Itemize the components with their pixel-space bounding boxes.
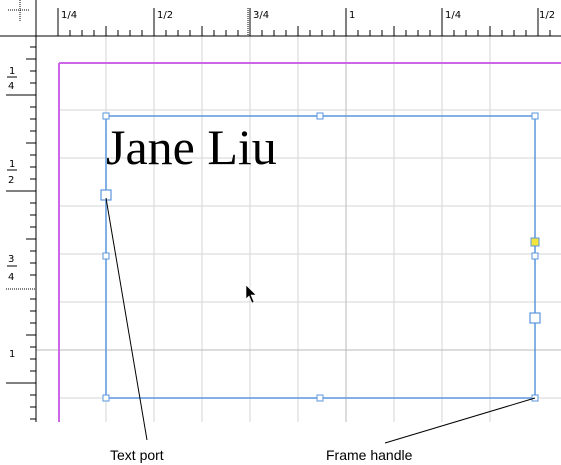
frame-handle[interactable] [531, 112, 539, 120]
frame-handle[interactable] [316, 112, 324, 120]
frame-handle[interactable] [102, 394, 110, 402]
ruler-h-label: 1/2 [157, 10, 173, 21]
ruler-v-label-den: 2 [8, 175, 14, 186]
ruler-v-label-num: 1 [9, 159, 15, 170]
ruler-h-label: 1/4 [61, 10, 77, 21]
document-major-grid [36, 36, 561, 422]
callout-label-frame-handle: Frame handle [326, 447, 413, 463]
ruler-v-label-num: 3 [8, 254, 14, 265]
frame-handle[interactable] [102, 252, 110, 260]
ruler-h-label: 1/2 [539, 10, 555, 21]
callout-leaders [105, 197, 536, 444]
ruler-v-label-den: 4 [8, 81, 14, 92]
callout-label-text-port: Text port [110, 447, 164, 463]
frame-handle[interactable] [102, 112, 110, 120]
vertical-ruler: 1 4 1 2 3 4 1 [0, 36, 37, 465]
arrow-pointer-icon [245, 284, 257, 304]
ruler-h-label: 1/4 [445, 10, 461, 21]
horizontal-ruler: 1/4 1/2 3/4 1 1/4 1/2 [0, 0, 561, 37]
text-frame[interactable]: Jane Liu [100, 112, 541, 402]
live-corner-widget[interactable] [530, 237, 540, 247]
ruler-v-label-num: 1 [9, 66, 15, 77]
out-port[interactable] [529, 312, 541, 324]
ruler-h-label: 3/4 [253, 10, 269, 21]
ruler-v-label-den: 4 [8, 272, 14, 283]
frame-handle[interactable] [316, 394, 324, 402]
ruler-h-label: 1 [349, 10, 355, 21]
text-frame-content[interactable]: Jane Liu [106, 119, 277, 175]
frame-handle[interactable] [531, 252, 539, 260]
ruler-origin-crosshair-icon[interactable] [0, 0, 37, 37]
margin-guides [58, 62, 561, 422]
ruler-v-label-num: 1 [9, 349, 15, 360]
